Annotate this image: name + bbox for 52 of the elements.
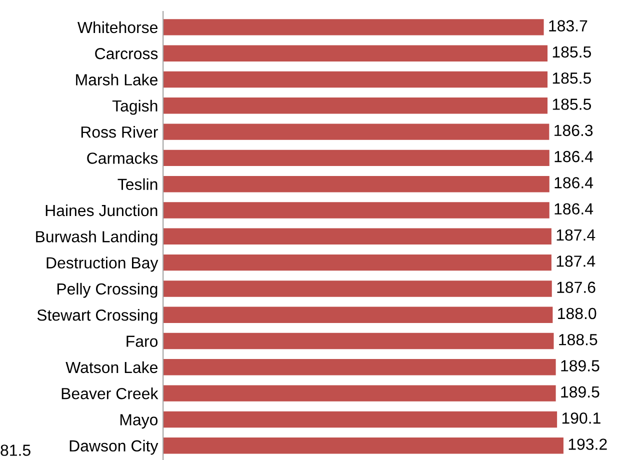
bar [163, 332, 554, 350]
bar [163, 202, 550, 218]
y-tick-label: Dawson City [70, 440, 158, 455]
y-tick-label: Faro [126, 336, 158, 347]
bar [163, 176, 550, 192]
bar [163, 438, 564, 454]
data-label: 187.4 [556, 256, 596, 267]
y-tick-label: Pelly Crossing [57, 282, 158, 298]
y-tick-label: Beaver Creek [62, 388, 158, 400]
bar [163, 280, 552, 297]
data-label: 188.0 [558, 308, 596, 320]
data-label: 183.7 [549, 20, 588, 32]
bar [163, 45, 548, 62]
y-tick-label: Mayo [120, 414, 158, 429]
data-label: 187.6 [557, 282, 596, 293]
bar [163, 411, 558, 428]
data-label: 189.5 [561, 360, 600, 372]
y-tick-label: Tagish [112, 100, 158, 115]
data-label: 186.3 [554, 124, 593, 136]
y-tick-label: Whitehorse [78, 21, 158, 34]
y-tick-label: Stewart Crossing [37, 309, 158, 324]
bar [163, 124, 550, 140]
bar [163, 98, 548, 114]
y-tick-label: Teslin [118, 178, 158, 190]
y-tick-label: Marsh Lake [76, 74, 158, 86]
bar [163, 306, 553, 323]
bar [163, 254, 552, 271]
y-tick-label: Carcross [95, 48, 158, 60]
y-tick-label: Haines Junction [46, 204, 158, 216]
data-label: 185.5 [552, 72, 591, 84]
data-label: 190.1 [562, 412, 600, 424]
bar [163, 228, 552, 245]
bar [163, 19, 544, 36]
data-label: 186.4 [554, 177, 594, 188]
data-label: 193.2 [568, 438, 607, 450]
bar [163, 71, 548, 88]
text: 81.5 [0, 444, 30, 456]
data-label: 185.5 [552, 46, 591, 58]
data-label: 186.4 [554, 203, 594, 215]
y-tick-label: Ross River [81, 126, 158, 138]
data-label: 186.4 [554, 150, 594, 162]
data-label: 189.5 [561, 386, 600, 398]
data-label: 188.5 [559, 334, 598, 346]
bar [163, 385, 556, 402]
data-label: 187.4 [556, 229, 596, 241]
bar [163, 150, 550, 166]
y-tick-label: Carmacks [87, 152, 158, 164]
y-tick-label: Burwash Landing [36, 230, 158, 246]
y-tick-label: Destruction Bay [46, 256, 158, 272]
y-tick-label: Watson Lake [66, 361, 158, 374]
data-label: 185.5 [552, 98, 591, 110]
bar [163, 359, 556, 376]
